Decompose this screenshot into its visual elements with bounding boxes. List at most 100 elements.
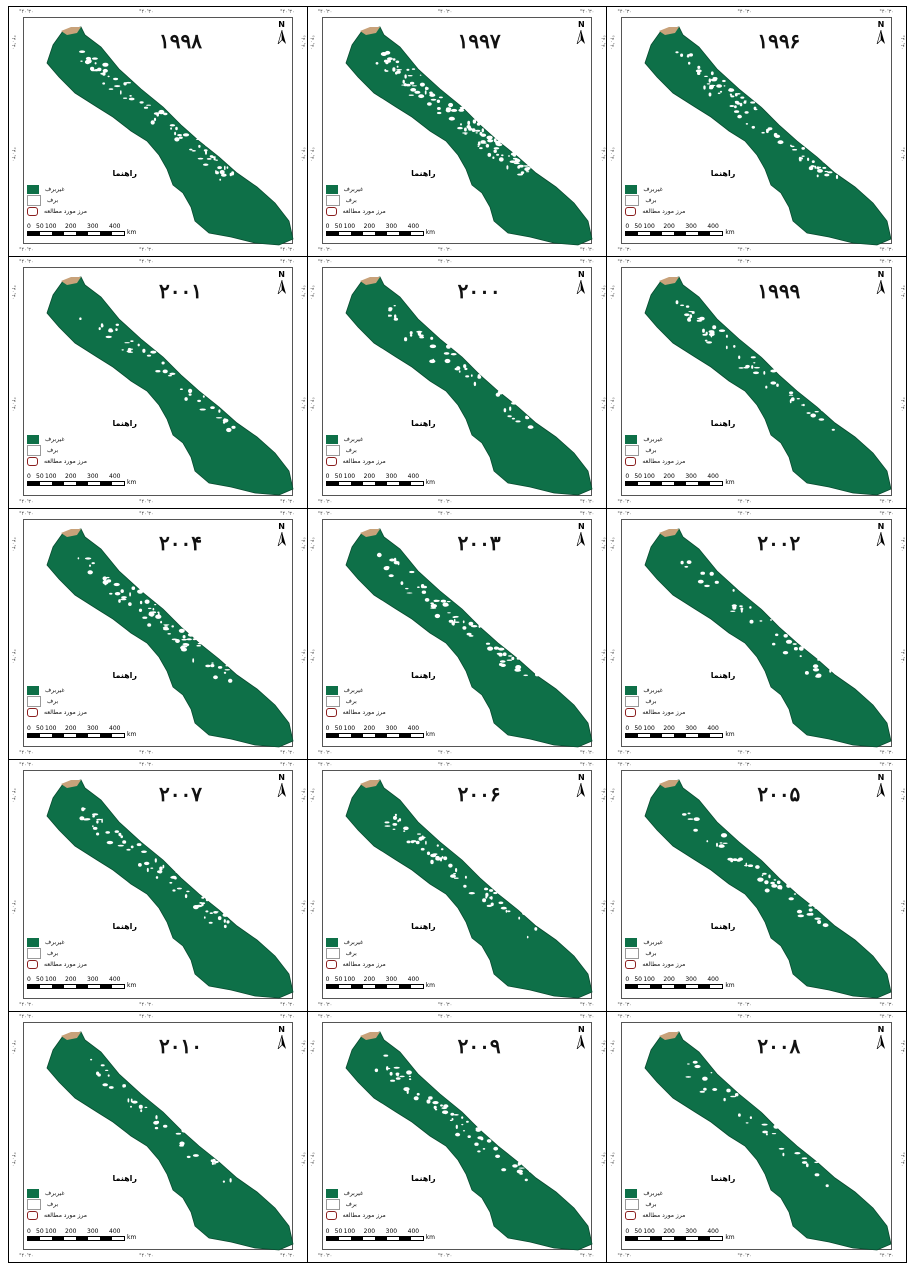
snow-patch: [468, 621, 473, 626]
coordinate-tick: °۴۰'۳۰: [599, 285, 606, 301]
snow-patch: [137, 589, 144, 594]
non-snow-swatch: [625, 434, 638, 444]
snow-patch: [113, 582, 120, 586]
scale-segments: [27, 231, 125, 236]
scale-tick: 400: [407, 1227, 420, 1235]
snow-patch: [502, 652, 507, 656]
scale-tick: 400: [707, 223, 719, 230]
year-label: ۲۰۰۴: [159, 530, 202, 555]
coordinate-tick: °۴۰'۳۰: [19, 1252, 34, 1259]
snow-patch: [162, 369, 168, 374]
north-letter: N: [877, 521, 885, 531]
coordinate-tick: °۴۰'۳۰: [139, 762, 154, 769]
snow-patch: [722, 79, 727, 83]
scale-tick: 0: [325, 473, 330, 481]
snow-patch: [430, 98, 436, 101]
snow-patch: [210, 406, 215, 410]
coordinate-tick: °۴۰'۳۰: [608, 1151, 615, 1167]
study-area-map: [345, 528, 593, 748]
coordinate-tick: °۴۰'۳۰: [898, 35, 905, 50]
legend-label: غیربرف: [45, 185, 65, 193]
snow-swatch: [625, 1199, 640, 1211]
coordinate-tick: °۴۰'۳۰: [579, 762, 595, 769]
north-arrow: N: [574, 522, 588, 550]
snow-patch: [440, 848, 444, 851]
non-snow-swatch: [625, 184, 638, 194]
legend-item: غیربرف: [625, 686, 735, 696]
legend-label: مرز مورد مطالعه: [342, 960, 386, 968]
snow-patch: [229, 1177, 232, 1183]
snow-patch: [765, 385, 768, 389]
snow-swatch: [27, 947, 41, 959]
snow-patch: [163, 1124, 168, 1128]
year-label: ۱۹۹۶: [757, 29, 801, 53]
legend-item: مرز مورد مطالعه: [325, 456, 436, 466]
non-snow-swatch: [325, 937, 338, 947]
snow-patch: [398, 818, 401, 822]
snow-patch: [105, 336, 112, 339]
snow-patch: [405, 83, 411, 87]
study-area-map: [46, 26, 294, 246]
north-letter: N: [278, 773, 285, 783]
snow-patch: [188, 629, 194, 633]
snow-patch: [155, 370, 161, 373]
north-arrow: N: [874, 521, 888, 550]
snow-patch: [772, 1132, 777, 1134]
north-letter: N: [877, 270, 885, 280]
year-label: ۲۰۰۱: [159, 279, 202, 304]
map-legend: راهنما غیربرف برف مرز مورد مطالعه: [325, 169, 436, 217]
snow-patch: [770, 881, 776, 885]
non-snow-area: [345, 1031, 593, 1251]
coordinate-tick: °۴۰'۳۰: [737, 247, 752, 254]
snow-patch: [823, 909, 828, 913]
coordinate-tick: °۴۰'۳۰: [617, 247, 632, 254]
legend-label: غیربرف: [643, 185, 663, 193]
snow-patch: [460, 1123, 463, 1125]
legend-label: برف: [47, 698, 59, 706]
scale-bar: 0 50 100 200 300 400 km: [625, 473, 735, 487]
snow-patch: [415, 840, 420, 845]
scale-tick: 300: [685, 1227, 697, 1235]
snow-patch: [175, 1132, 182, 1135]
non-snow-swatch: [625, 686, 638, 696]
legend-label: مرز مورد مطالعه: [44, 207, 88, 215]
snow-patch: [680, 53, 684, 57]
snow-patch: [480, 133, 486, 137]
snow-patch: [106, 841, 114, 845]
legend-item: برف: [325, 194, 436, 206]
scale-tick: 50: [36, 473, 44, 481]
snow-patch: [766, 128, 771, 131]
coordinate-tick: °۴۰'۳۰: [139, 9, 154, 15]
snow-patch: [94, 62, 97, 65]
snow-patch: [689, 53, 694, 57]
coordinate-tick: °۴۰'۳۰: [879, 498, 894, 505]
snow-patch: [799, 654, 803, 657]
snow-patch: [428, 91, 433, 95]
snow-patch: [458, 108, 464, 112]
snow-patch: [219, 178, 222, 181]
snow-patch: [221, 173, 227, 177]
boundary-swatch: [325, 456, 337, 466]
snow-swatch: [625, 194, 640, 206]
snow-patch: [462, 364, 466, 369]
scale-labels: 0 50 100 200 300 400: [326, 976, 436, 984]
snow-patch: [203, 149, 208, 152]
snow-patch: [210, 663, 215, 667]
scale-segments: [625, 481, 724, 487]
snow-patch: [142, 616, 148, 619]
coast-outline: [659, 277, 680, 286]
snow-patch: [736, 859, 742, 862]
north-arrow-icon: [576, 783, 586, 799]
snow-patch: [154, 1126, 159, 1129]
snow-patch: [97, 1072, 101, 1077]
snow-patch: [719, 329, 726, 333]
snow-patch: [101, 324, 104, 328]
legend-title: راهنما: [411, 670, 436, 680]
boundary-swatch: [325, 708, 337, 718]
snow-patch: [122, 840, 127, 844]
coordinate-tick: °۴۰'۳۰: [579, 259, 595, 266]
coordinate-tick: °۴۰'۳۰: [579, 1001, 595, 1008]
coast-outline: [659, 780, 680, 789]
legend-item: مرز مورد مطالعه: [625, 959, 735, 969]
snow-patch: [788, 897, 795, 901]
